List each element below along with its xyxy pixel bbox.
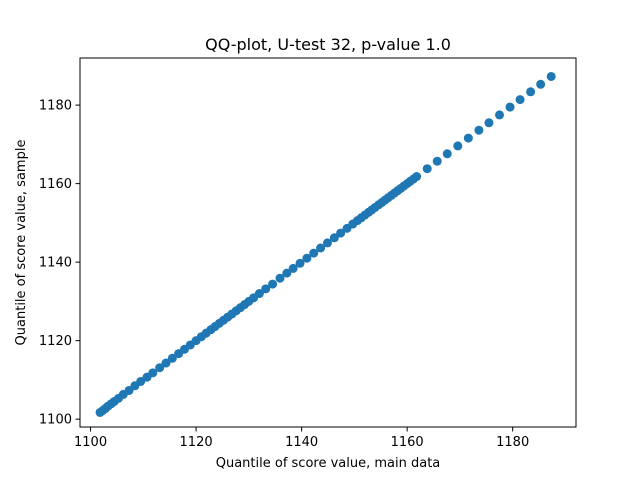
data-point-73 [484,118,494,128]
data-point-43 [322,238,332,248]
data-point-35 [268,279,278,289]
y-tick-label: 1100 [39,413,72,428]
data-point-13 [155,363,165,373]
data-point-66 [412,172,422,182]
data-point-12 [148,368,158,378]
y-tick-label: 1160 [39,177,72,192]
data-point-34 [261,284,271,294]
data-point-14 [161,358,171,368]
data-point-74 [494,110,504,120]
data-point-42 [316,243,326,253]
data-point-68 [432,156,442,166]
data-point-78 [536,79,546,89]
data-point-77 [526,87,536,97]
data-point-40 [302,253,312,263]
data-point-79 [546,71,556,81]
data-point-45 [336,228,346,238]
data-point-70 [453,141,463,151]
x-tick-label: 1120 [180,435,213,450]
data-point-44 [329,233,339,243]
data-point-15 [167,353,177,363]
data-point-39 [295,258,305,268]
x-tick-label: 1180 [496,435,529,450]
data-point-37 [282,268,292,278]
points-layer [95,71,556,417]
y-tick-label: 1140 [39,256,72,271]
data-point-76 [515,95,525,105]
data-point-38 [288,263,298,273]
data-point-69 [442,149,452,159]
x-axis-label: Quantile of score value, main data [216,456,441,471]
data-point-75 [505,102,515,112]
data-point-67 [422,164,432,174]
data-point-72 [474,125,484,135]
data-point-71 [463,133,473,143]
data-point-10 [136,376,146,386]
x-tick-label: 1140 [285,435,318,450]
plot-frame [79,57,577,428]
y-tick-label: 1180 [39,99,72,114]
data-point-41 [309,248,319,258]
data-point-36 [275,273,285,283]
x-tick-label: 1100 [74,435,107,450]
y-tick-label: 1120 [39,334,72,349]
x-axis: 1100 1120 1140 1160 1180 [74,427,529,450]
data-point-33 [254,289,264,299]
y-axis: 1100 1120 1140 1160 1180 [39,99,80,428]
chart-title: QQ-plot, U-test 32, p-value 1.0 [205,35,451,54]
x-tick-label: 1160 [391,435,424,450]
y-axis-label: Quantile of score value, sample [14,140,29,346]
